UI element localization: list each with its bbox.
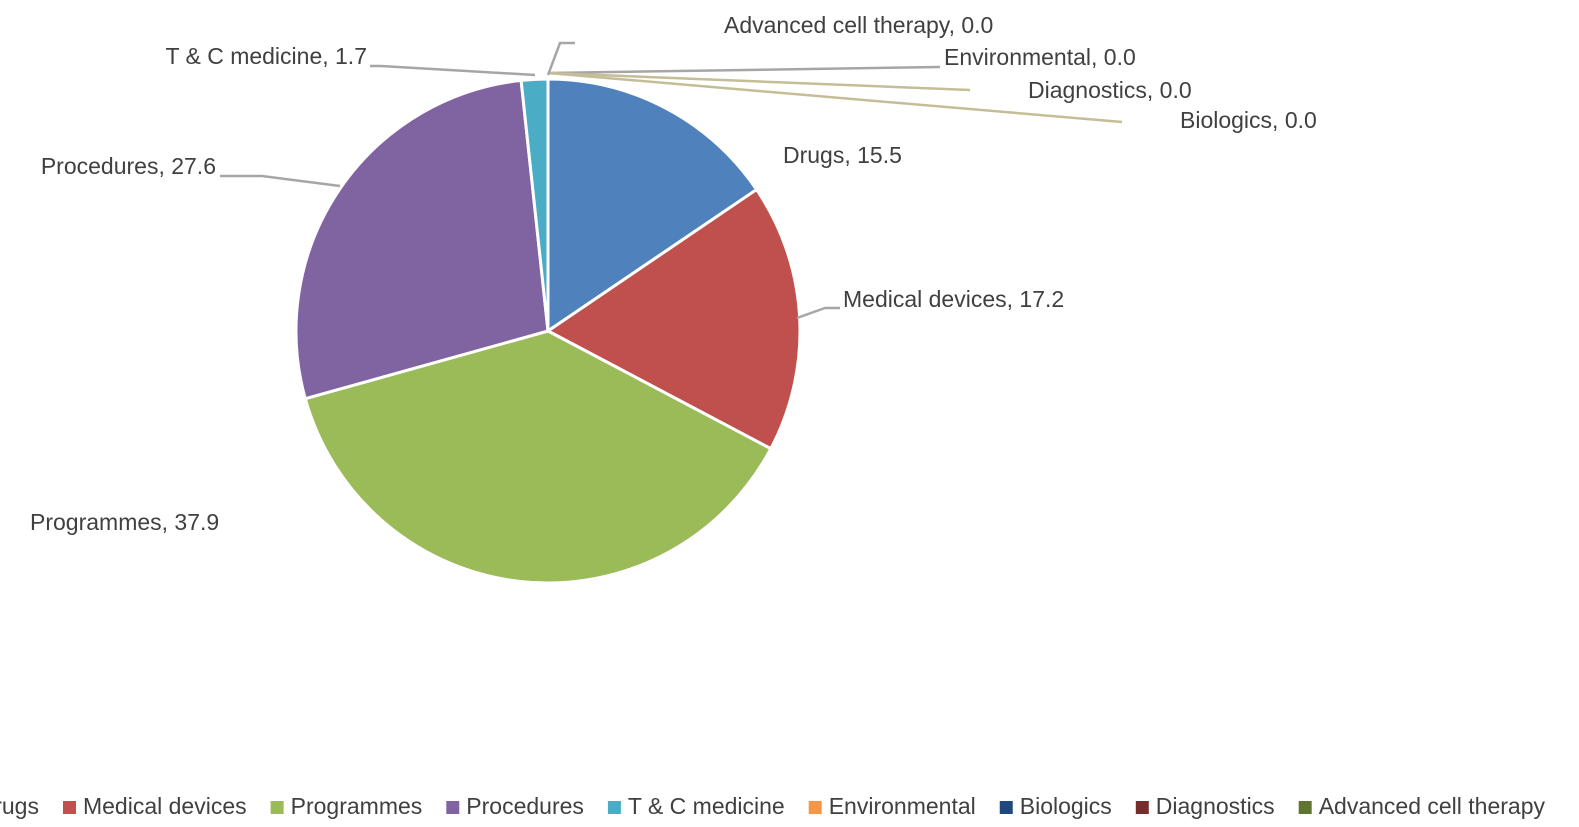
data-label: Diagnostics, 0.0 <box>1028 77 1192 103</box>
leader-line <box>547 65 941 75</box>
legend-label: Procedures <box>466 793 584 819</box>
legend-swatch <box>808 801 822 814</box>
legend-swatch <box>446 801 460 814</box>
leader-line <box>547 71 971 92</box>
legend-swatch <box>62 801 76 814</box>
data-label: Medical devices, 17.2 <box>843 286 1064 312</box>
legend-label: Biologics <box>1020 793 1112 819</box>
leader-line <box>547 71 1123 124</box>
data-label: Environmental, 0.0 <box>944 44 1136 70</box>
legend-label: Advanced cell therapy <box>1319 793 1546 819</box>
data-label: Programmes, 37.9 <box>30 509 219 535</box>
legend-swatch <box>270 801 284 814</box>
legend-label: Drugs <box>0 793 39 819</box>
leader-line <box>220 174 341 188</box>
legend-label: Diagnostics <box>1156 793 1275 819</box>
pie-slice <box>303 329 773 585</box>
data-label: Procedures, 27.6 <box>41 153 216 179</box>
data-label: Advanced cell therapy, 0.0 <box>724 12 993 38</box>
data-label: Biologics, 0.0 <box>1180 107 1317 133</box>
data-label: Drugs, 15.5 <box>783 142 902 168</box>
legend-swatch <box>999 801 1013 814</box>
legend-swatch <box>1298 801 1312 814</box>
data-label: T & C medicine, 1.7 <box>165 43 367 69</box>
leader-line <box>546 41 575 76</box>
legend-label: Medical devices <box>83 793 247 819</box>
legend-swatch <box>1135 801 1149 814</box>
legend-label: Environmental <box>829 793 976 819</box>
leader-line <box>796 306 840 320</box>
legend-label: T & C medicine <box>628 793 785 819</box>
pie-slice <box>294 78 550 401</box>
pie-slice <box>546 77 759 334</box>
legend-label: Programmes <box>291 793 423 819</box>
leader-line <box>370 64 536 77</box>
legend-swatch <box>607 801 621 814</box>
